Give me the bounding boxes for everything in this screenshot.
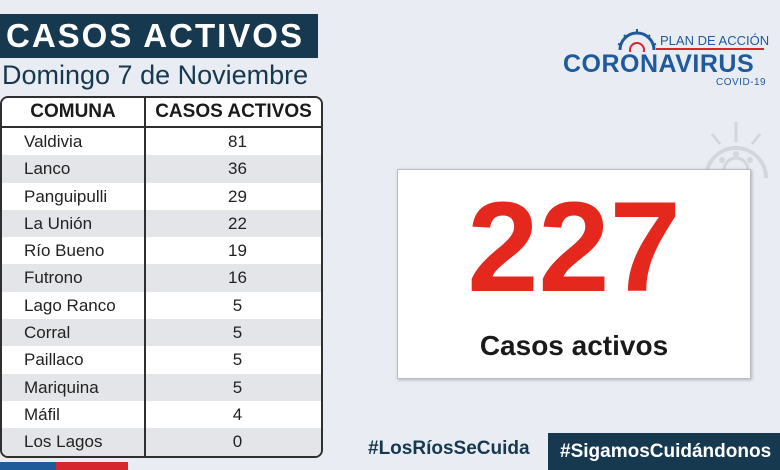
flag-stripe-blue [0,462,56,470]
casos-cell: 5 [232,323,243,343]
casos-cell: 4 [232,404,243,424]
hashtag-banner: #SigamosCuidándonos [548,433,780,470]
logo-coronavirus-text: CORONAVIRUS [563,50,755,78]
total-cases-number: 227 [467,176,681,319]
table-row: Lanco 36 [2,155,321,183]
column-header-casos: CASOS ACTIVOS [155,101,312,122]
logo-covid-text: COVID-19 [716,77,767,88]
casos-cell: 0 [232,432,243,452]
casos-cell: 5 [232,350,243,370]
table-row: Valdivia 81 [2,128,321,156]
comuna-cell: Mariquina [2,373,146,401]
table-header: COMUNA CASOS ACTIVOS [2,98,321,128]
comuna-cell: La Unión [2,209,146,238]
comuna-cell: Los Lagos [2,428,146,456]
logo-underline [656,48,764,50]
report-date: Domingo 7 de Noviembre [2,60,309,90]
comuna-cell: Paillaco [2,346,146,374]
hashtag-los-rios: #LosRíosSeCuida [368,438,530,459]
table-row: La Unión 22 [2,209,321,238]
table-row: Río Bueno 19 [2,237,321,265]
comuna-cell: Máfil [2,400,146,429]
comuna-cell: Lanco [2,155,146,183]
total-cases-card: 227 Casos activos [397,169,751,379]
total-cases-label: Casos activos [479,330,669,361]
table-row: Mariquina 5 [2,373,321,401]
casos-cell: 22 [228,213,247,233]
title-banner: CASOS ACTIVOS [0,14,318,58]
casos-cell: 5 [232,377,243,397]
virus-icon [617,29,657,52]
cases-table: COMUNA CASOS ACTIVOS Valdivia 81 Lanco 3… [0,96,323,458]
casos-cell: 16 [228,268,247,288]
casos-cell: 19 [228,241,247,261]
table-row: Los Lagos 0 [2,428,321,456]
hashtag-sigamos: #SigamosCuidándonos [560,441,772,462]
flag-stripe-red [56,462,128,470]
table-row: Panguipulli 29 [2,182,321,210]
casos-cell: 5 [232,295,243,315]
page-title: CASOS ACTIVOS [6,17,304,54]
table-row: Futrono 16 [2,264,321,292]
casos-cell: 36 [228,159,247,179]
casos-cell: 29 [228,186,247,206]
comuna-cell: Valdivia [2,128,146,156]
comuna-cell: Corral [2,319,146,347]
comuna-cell: Panguipulli [2,182,146,210]
casos-cell: 81 [228,132,247,151]
comuna-cell: Lago Ranco [2,291,146,320]
comuna-cell: Futrono [2,264,146,292]
comuna-cell: Río Bueno [2,237,146,265]
table-body: Valdivia 81 Lanco 36 Panguipulli 29 La U… [2,128,321,456]
column-header-comuna: COMUNA [2,98,146,126]
table-row: Corral 5 [2,319,321,347]
table-row: Paillaco 5 [2,346,321,374]
logo-plan-text: PLAN DE ACCIÓN [660,33,770,48]
table-row: Máfil 4 [2,400,321,429]
table-row: Lago Ranco 5 [2,291,321,320]
